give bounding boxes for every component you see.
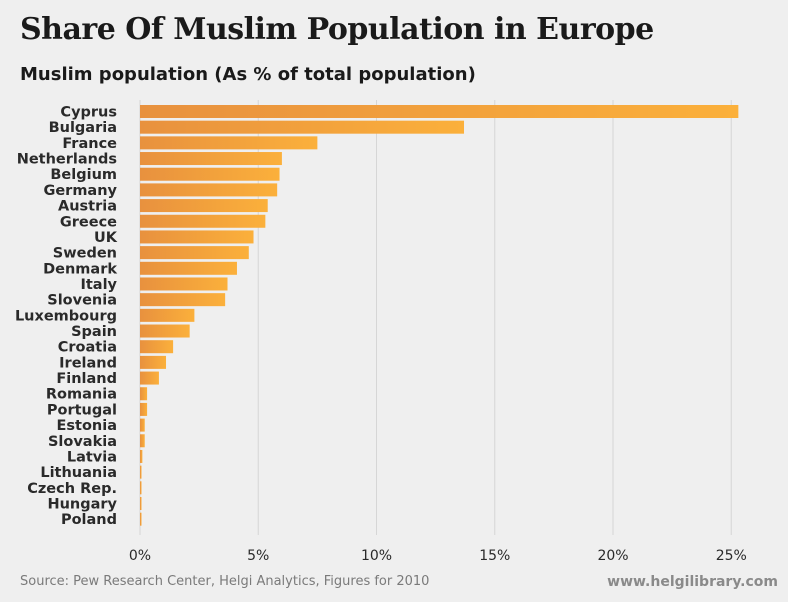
bar-cyprus <box>140 105 739 118</box>
bar-latvia <box>140 449 143 463</box>
category-label: Slovakia <box>48 434 117 450</box>
category-label: Finland <box>56 371 117 387</box>
category-label: Poland <box>61 512 117 528</box>
bar-hungary <box>140 497 142 510</box>
bar-germany <box>140 183 278 197</box>
category-labels: CyprusBulgariaFranceNetherlandsBelgiumGe… <box>15 105 118 529</box>
bar-uk <box>140 230 254 244</box>
bar-spain <box>140 324 190 338</box>
category-label: Romania <box>46 387 117 403</box>
bar-estonia <box>140 418 145 432</box>
bars <box>140 105 739 526</box>
x-tick-label: 25% <box>716 548 747 564</box>
x-tick-label: 20% <box>597 548 628 564</box>
x-tick-label: 15% <box>479 548 510 564</box>
category-label: Luxembourg <box>15 308 117 324</box>
category-label: Latvia <box>67 449 117 465</box>
bar-portugal <box>140 402 148 416</box>
category-label: Bulgaria <box>49 120 117 136</box>
bar-bulgaria <box>140 120 465 134</box>
website-link[interactable]: www.helgilibrary.com <box>607 574 778 590</box>
bar-austria <box>140 199 268 213</box>
bar-belgium <box>140 167 280 181</box>
category-label: Cyprus <box>60 105 117 121</box>
x-tick-label: 5% <box>247 548 269 564</box>
category-label: France <box>62 136 117 152</box>
bar-finland <box>140 371 159 385</box>
bar-netherlands <box>140 152 282 166</box>
category-label: Austria <box>58 199 117 215</box>
x-tick-label: 0% <box>129 548 151 564</box>
category-label: UK <box>94 230 118 246</box>
bar-romania <box>140 387 148 401</box>
category-label: Spain <box>71 324 117 340</box>
grid-lines <box>139 100 732 535</box>
bar-ireland <box>140 355 167 369</box>
bar-sweden <box>140 246 249 260</box>
category-label: Czech Rep. <box>27 481 117 497</box>
bar-slovenia <box>140 293 226 307</box>
category-label: Greece <box>60 214 117 230</box>
chart-subtitle: Muslim population (As % of total populat… <box>20 64 476 85</box>
x-axis-ticks: 0% 5% 10% 15% 20% 25% <box>129 548 747 564</box>
x-tick-label: 10% <box>361 548 392 564</box>
bar-greece <box>140 214 266 228</box>
category-label: Slovenia <box>47 293 117 309</box>
bar-luxembourg <box>140 308 195 322</box>
bar-italy <box>140 277 228 291</box>
category-label: Belgium <box>50 167 117 183</box>
category-label: Lithuania <box>40 465 117 481</box>
bar-denmark <box>140 261 237 275</box>
bar-france <box>140 136 318 150</box>
source-note: Source: Pew Research Center, Helgi Analy… <box>20 574 430 589</box>
category-label: Sweden <box>53 246 117 262</box>
category-label: Hungary <box>47 497 117 513</box>
category-label: Netherlands <box>17 152 117 168</box>
category-label: Germany <box>43 183 117 199</box>
category-label: Croatia <box>58 340 117 356</box>
bar-poland <box>140 512 142 526</box>
bar-lithuania <box>140 465 142 479</box>
category-label: Italy <box>80 277 117 293</box>
category-label: Portugal <box>47 402 117 418</box>
category-label: Denmark <box>43 261 117 277</box>
bar-czech-rep <box>140 481 142 495</box>
chart-title: Share Of Muslim Population in Europe <box>20 12 654 47</box>
category-label: Ireland <box>59 355 117 371</box>
bar-slovakia <box>140 434 145 448</box>
bar-croatia <box>140 340 174 354</box>
category-label: Estonia <box>56 418 117 434</box>
